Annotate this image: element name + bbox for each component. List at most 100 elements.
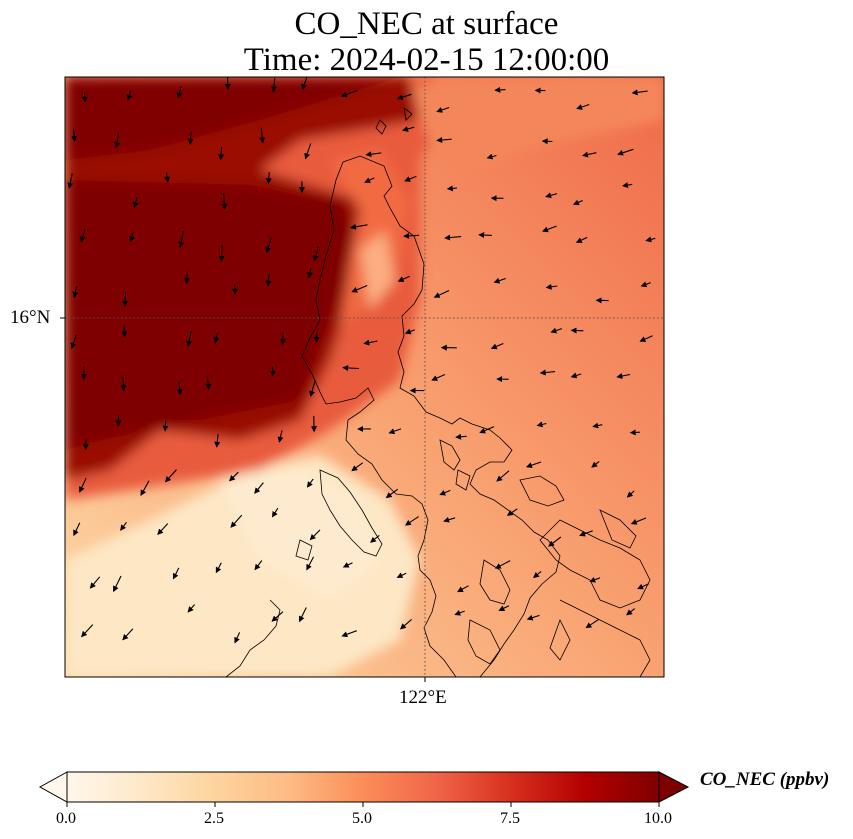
wind-arrow bbox=[309, 529, 321, 541]
wind-arrow bbox=[541, 138, 553, 145]
wind-arrow bbox=[617, 148, 634, 156]
wind-arrow bbox=[436, 106, 450, 113]
colorbar-extend-min bbox=[38, 771, 68, 803]
wind-arrow bbox=[396, 93, 412, 101]
wind-arrow bbox=[215, 562, 222, 574]
wind-arrow bbox=[306, 556, 315, 571]
wind-arrow bbox=[454, 609, 465, 616]
wind-arrow bbox=[214, 434, 221, 448]
wind-arrow bbox=[186, 330, 193, 348]
wind-arrow bbox=[132, 196, 139, 209]
colorbar-gradient bbox=[67, 772, 659, 802]
wind-arrow bbox=[120, 376, 127, 392]
wind-arrow bbox=[626, 608, 636, 616]
map-time-subtitle: Time: 2024-02-15 12:00:00 bbox=[243, 42, 610, 78]
map-frame bbox=[64, 76, 665, 678]
wind-arrow bbox=[539, 369, 556, 376]
wind-arrow bbox=[433, 290, 450, 298]
wind-arrow bbox=[157, 523, 169, 536]
wind-arrow bbox=[550, 327, 563, 334]
wind-arrow bbox=[545, 192, 558, 199]
wind-arrow bbox=[640, 281, 651, 288]
wind-arrow bbox=[536, 421, 547, 428]
wind-arrow bbox=[570, 327, 584, 334]
colorbar-tick-3: 7.5 bbox=[500, 810, 520, 827]
wind-arrow bbox=[457, 585, 469, 593]
wind-arrow bbox=[572, 199, 583, 206]
wind-arrow bbox=[218, 244, 225, 262]
wind-arrow bbox=[341, 630, 357, 638]
wind-arrow bbox=[436, 136, 452, 143]
wind-arrow bbox=[205, 376, 212, 390]
wind-arrow bbox=[140, 480, 150, 496]
wind-arrow bbox=[270, 77, 277, 93]
wind-arrow bbox=[299, 607, 307, 623]
wind-arrow bbox=[622, 182, 633, 189]
wind-arrow bbox=[494, 86, 506, 93]
wind-arrow bbox=[351, 284, 368, 293]
wind-arrow bbox=[629, 429, 640, 436]
colorbar-tick-0: 0.0 bbox=[56, 810, 76, 827]
wind-arrow bbox=[645, 236, 656, 243]
wind-arrow bbox=[176, 86, 183, 99]
wind-arrow bbox=[589, 576, 601, 583]
wind-arrow bbox=[404, 175, 417, 182]
wind-arrow bbox=[363, 339, 378, 346]
wind-arrow bbox=[301, 77, 308, 91]
wind-arrow bbox=[114, 133, 121, 149]
wind-arrow bbox=[342, 562, 353, 568]
gridlines bbox=[65, 77, 664, 677]
wind-arrow bbox=[307, 268, 313, 279]
wind-arrow bbox=[455, 433, 467, 440]
wind-arrow bbox=[306, 478, 314, 488]
wind-arrow bbox=[626, 490, 635, 498]
colorbar-label: CO_NEC (ppbv) bbox=[700, 769, 830, 790]
wind-arrow bbox=[79, 477, 87, 493]
wind-arrow bbox=[444, 234, 462, 241]
wind-arrow bbox=[70, 335, 77, 350]
wind-arrow bbox=[496, 470, 510, 482]
wind-arrow bbox=[81, 624, 94, 638]
wind-arrow bbox=[431, 373, 446, 381]
wind-vectors bbox=[67, 77, 656, 644]
wind-arrow bbox=[399, 618, 412, 630]
wind-arrow bbox=[254, 482, 264, 494]
wind-arrow bbox=[396, 572, 407, 578]
wind-arrow bbox=[548, 536, 562, 547]
wind-arrow bbox=[164, 469, 177, 483]
wind-arrow bbox=[592, 422, 603, 429]
wind-arrow bbox=[506, 508, 518, 516]
wind-arrow bbox=[542, 225, 557, 233]
wind-arrow bbox=[183, 271, 190, 285]
lon-tick-label: 122°E bbox=[399, 687, 447, 708]
colorbar-extend-max bbox=[658, 771, 690, 803]
wind-arrow bbox=[397, 275, 410, 282]
wind-arrow bbox=[126, 90, 133, 101]
wind-arrow bbox=[631, 89, 648, 96]
wind-arrow bbox=[120, 521, 127, 531]
colorbar-tick-1: 2.5 bbox=[204, 810, 224, 827]
wind-arrow bbox=[533, 570, 542, 579]
wind-arrow bbox=[570, 372, 582, 379]
wind-arrow bbox=[403, 232, 420, 239]
wind-arrow bbox=[443, 516, 456, 523]
wind-arrow bbox=[230, 514, 243, 528]
wind-arrow bbox=[579, 530, 593, 537]
wind-arrow bbox=[309, 379, 316, 398]
wind-arrow bbox=[402, 126, 415, 132]
wind-arrow bbox=[265, 171, 272, 185]
wind-arrow bbox=[113, 575, 122, 593]
wind-arrow bbox=[388, 428, 402, 435]
wind-arrow bbox=[364, 177, 375, 183]
concentration-field bbox=[65, 77, 664, 677]
wind-arrow bbox=[490, 342, 504, 350]
wind-arrow bbox=[128, 231, 135, 243]
wind-arrow bbox=[486, 153, 497, 160]
wind-arrow bbox=[122, 292, 129, 308]
colorbar bbox=[38, 771, 690, 807]
wind-arrow bbox=[576, 103, 590, 110]
wind-arrow bbox=[71, 128, 78, 142]
wind-arrow bbox=[575, 236, 588, 243]
wind-arrow bbox=[312, 246, 319, 262]
